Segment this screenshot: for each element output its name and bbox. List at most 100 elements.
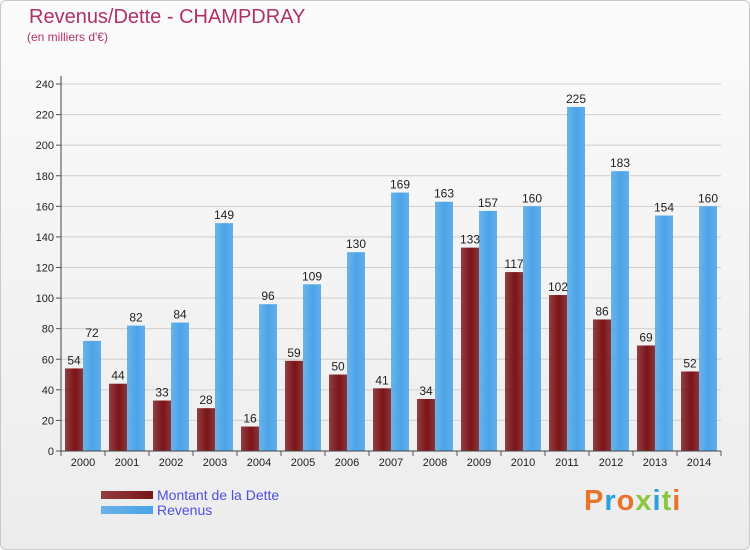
bar-debt [681,371,699,451]
bar-revenue [655,215,673,451]
legend-label-revenue: Revenus [157,501,213,518]
y-tick-label: 220 [36,110,54,122]
x-tick-label: 2002 [159,457,183,469]
x-tick-label: 2004 [247,457,271,469]
data-label-revenue: 130 [346,237,366,251]
axes [60,76,721,452]
data-label-debt: 59 [287,346,301,360]
bar-revenue [215,223,233,451]
logo-letter: i [652,485,662,517]
bar-debt [153,400,171,451]
y-tick-label: 240 [36,79,54,91]
x-tick-labels: 2000 2001 2002 2003 2004 2005 2006 2007 2008 2009… [60,451,722,469]
data-label-revenue: 154 [654,201,674,215]
legend-item-debt: Montant de la Dette [101,486,280,503]
bar-revenue [171,322,189,451]
y-tick-label: 20 [42,415,54,427]
bars [65,106,717,451]
logo-letter: t [661,485,673,517]
data-label-revenue: 225 [566,92,586,106]
bar-debt [461,247,479,451]
data-label-revenue: 160 [522,191,542,205]
y-tick-label: 120 [36,263,54,275]
bar-debt [285,360,303,451]
legend-label-debt: Montant de la Dette [157,486,280,503]
bar-revenue [259,304,277,451]
bar-debt [593,319,611,451]
bar-debt [373,388,391,451]
logo-letter: x [635,485,653,517]
data-label-debt: 52 [683,356,697,370]
legend-item-revenue: Revenus [101,501,279,518]
x-tick-label: 2011 [555,457,579,469]
bar-revenue [523,206,541,451]
data-label-debt: 28 [199,393,213,407]
data-label-revenue: 183 [610,156,630,170]
y-tick-label: 60 [42,354,54,366]
data-label-revenue: 157 [478,196,498,210]
y-tick-label: 140 [36,232,54,244]
data-label-debt: 50 [331,360,345,374]
data-label-revenue: 163 [434,187,454,201]
x-tick-label: 2000 [71,457,95,469]
y-tick-label: 40 [42,385,54,397]
legend-swatch-revenue [101,505,153,514]
bar-revenue [303,284,321,451]
logo-letter: r [604,485,617,517]
proxiti-logo: Proxiti [584,485,681,518]
x-tick-label: 2012 [599,457,623,469]
x-tick-label: 2003 [203,457,227,469]
bar-debt [241,426,259,451]
data-label-revenue: 169 [390,178,410,192]
data-label-debt: 86 [595,304,609,318]
chart-title: Revenus/Dette - CHAMPDRAY [29,6,306,28]
legend: Montant de la Dette Revenus [101,486,280,518]
data-label-debt: 41 [375,373,389,387]
data-label-debt: 34 [419,384,433,398]
y-tick-label: 160 [36,201,54,213]
legend-swatch-debt [101,490,153,499]
x-tick-label: 2013 [643,457,667,469]
data-label-revenue: 160 [698,191,718,205]
bar-revenue [611,171,629,451]
data-label-debt: 102 [548,280,568,294]
bar-revenue [127,325,145,451]
y-tick-label: 180 [36,171,54,183]
data-label-revenue: 96 [261,289,275,303]
data-label-debt: 54 [67,353,81,367]
y-tick-label: 200 [36,140,54,152]
bar-debt [505,272,523,451]
data-label-debt: 69 [639,330,653,344]
x-tick-label: 2008 [423,457,447,469]
x-tick-label: 2007 [379,457,403,469]
y-tick-label: 0 [48,446,54,458]
data-label-revenue: 84 [173,308,187,322]
logo-letter: o [616,485,636,517]
y-tick-label: 80 [42,324,54,336]
bar-debt [549,295,567,451]
bar-revenue [479,210,497,451]
bar-revenue [567,106,585,451]
x-tick-label: 2001 [115,457,139,469]
data-label-debt: 44 [111,369,125,383]
data-label-revenue: 109 [302,269,322,283]
logo-letter: P [584,485,605,517]
data-labels: 54 72 44 82 33 84 28 149 16 96 59 109 50 130 41 169 34 16… [67,92,718,426]
bar-revenue [391,192,409,451]
x-tick-label: 2009 [467,457,491,469]
bar-debt [109,383,127,451]
x-tick-label: 2010 [511,457,535,469]
x-tick-label: 2014 [687,457,711,469]
bar-revenue [699,206,717,451]
chart-subtitle: (en milliers d'€) [27,30,108,44]
bar-debt [637,345,655,451]
bar-debt [329,374,347,451]
data-label-revenue: 149 [214,208,234,222]
x-tick-label: 2006 [335,457,359,469]
data-label-revenue: 82 [129,311,143,325]
bar-debt [65,368,83,451]
bar-debt [197,408,215,451]
bar-revenue [435,201,453,451]
